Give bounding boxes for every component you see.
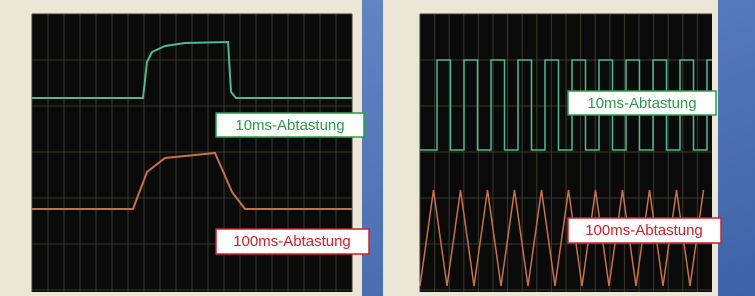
label: 10ms-Abtastung bbox=[235, 117, 344, 134]
figure: 10ms-Abtastung 100ms-Abtastung 10ms-Abta… bbox=[0, 0, 755, 296]
label: 10ms-Abtastung bbox=[587, 95, 696, 112]
label: 100ms-Abtastung bbox=[585, 222, 703, 239]
label: 100ms-Abtastung bbox=[233, 233, 351, 250]
page: 10ms-Abtastung 100ms-Abtastung 10ms-Abta… bbox=[0, 0, 755, 296]
